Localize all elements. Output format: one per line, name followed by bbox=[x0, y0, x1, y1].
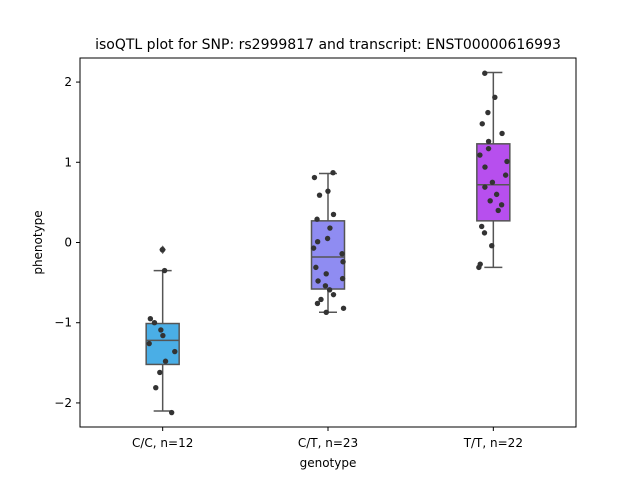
data-point bbox=[504, 158, 510, 165]
data-point bbox=[313, 264, 319, 271]
data-point bbox=[492, 94, 498, 101]
data-point bbox=[318, 296, 324, 303]
x-axis: C/C, n=12 C/T, n=23 T/T, n=22 bbox=[132, 427, 523, 450]
box-group bbox=[310, 172, 346, 314]
data-point bbox=[498, 202, 505, 208]
data-point bbox=[161, 267, 168, 274]
data-point bbox=[340, 305, 347, 311]
data-point bbox=[151, 320, 158, 326]
data-point bbox=[330, 211, 337, 218]
data-point bbox=[327, 225, 333, 231]
data-point bbox=[314, 300, 321, 307]
x-tick-label: T/T, n=22 bbox=[463, 436, 523, 450]
data-point bbox=[330, 291, 337, 298]
y-tick-label: −1 bbox=[54, 316, 72, 330]
data-point bbox=[339, 275, 346, 282]
data-point bbox=[481, 230, 488, 236]
data-point bbox=[478, 223, 485, 230]
data-point bbox=[311, 174, 318, 181]
y-axis: −2 −1 0 1 2 bbox=[54, 75, 80, 410]
data-point bbox=[489, 179, 496, 186]
data-point bbox=[158, 327, 164, 333]
y-tick-label: 0 bbox=[64, 236, 72, 250]
data-point bbox=[153, 384, 159, 391]
data-point bbox=[323, 271, 329, 277]
data-point bbox=[339, 251, 345, 257]
data-point bbox=[160, 332, 166, 339]
data-point bbox=[482, 164, 488, 170]
box-body bbox=[310, 220, 346, 290]
data-point bbox=[147, 316, 154, 322]
data-point bbox=[323, 309, 329, 315]
chart-title: isoQTL plot for SNP: rs2999817 and trans… bbox=[95, 37, 561, 53]
data-point bbox=[476, 264, 482, 271]
data-point bbox=[314, 238, 321, 245]
data-point bbox=[172, 348, 178, 355]
y-tick-label: 1 bbox=[64, 155, 72, 169]
data-point bbox=[146, 340, 152, 347]
data-point bbox=[314, 216, 320, 222]
data-point bbox=[157, 369, 163, 376]
data-point bbox=[479, 121, 485, 127]
data-point bbox=[322, 283, 329, 289]
data-point bbox=[485, 138, 492, 145]
data-point bbox=[485, 145, 492, 152]
box-group bbox=[476, 71, 511, 269]
data-point bbox=[340, 259, 346, 265]
data-point bbox=[316, 192, 323, 198]
data-point bbox=[310, 245, 317, 251]
data-point bbox=[159, 247, 166, 253]
data-point bbox=[502, 172, 509, 178]
data-point bbox=[162, 358, 169, 364]
plot-area bbox=[145, 70, 511, 416]
data-point bbox=[315, 278, 321, 284]
data-point bbox=[326, 287, 333, 293]
data-point bbox=[489, 243, 495, 249]
data-point bbox=[168, 409, 175, 416]
x-axis-label: genotype bbox=[300, 456, 357, 470]
y-axis-label: phenotype bbox=[31, 210, 45, 274]
x-tick-label: C/T, n=23 bbox=[298, 436, 358, 450]
data-point bbox=[330, 170, 336, 176]
data-point bbox=[477, 152, 483, 158]
x-tick-label: C/C, n=12 bbox=[132, 436, 193, 450]
y-tick-label: 2 bbox=[64, 75, 72, 89]
data-point bbox=[482, 70, 488, 76]
data-point bbox=[487, 198, 493, 204]
data-point bbox=[493, 191, 500, 198]
y-tick-label: −2 bbox=[54, 396, 72, 410]
data-point bbox=[482, 184, 488, 190]
data-point bbox=[495, 207, 501, 214]
data-point bbox=[485, 109, 491, 116]
data-point bbox=[325, 188, 331, 194]
data-point bbox=[499, 130, 505, 137]
data-point bbox=[324, 235, 331, 242]
